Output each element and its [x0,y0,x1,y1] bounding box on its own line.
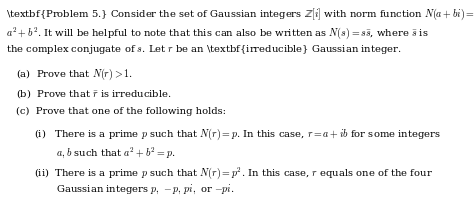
Text: the complex conjugate of $s$. Let $r$ be an \textbf{irreducible} Gaussian intege: the complex conjugate of $s$. Let $r$ be… [6,43,402,56]
Text: (b)  Prove that $\bar{r}$ is irreducible.: (b) Prove that $\bar{r}$ is irreducible. [16,87,172,100]
Text: (i)   There is a prime $p$ such that $N(r)=p$. In this case, $r = a+ib$ for some: (i) There is a prime $p$ such that $N(r)… [34,127,441,142]
Text: $a,b$ such that $a^2+b^2=p$.: $a,b$ such that $a^2+b^2=p$. [34,145,176,160]
Text: (c)  Prove that one of the following holds:: (c) Prove that one of the following hold… [16,107,226,116]
Text: (ii)  There is a prime $p$ such that $N(r)=p^2$. In this case, $r$ equals one of: (ii) There is a prime $p$ such that $N(r… [34,165,433,181]
Text: Gaussian integers $p,\,-p,\,pi,$ or $-pi$.: Gaussian integers $p,\,-p,\,pi,$ or $-pi… [34,183,235,196]
Text: $a^2+b^2$. It will be helpful to note that this can also be written as $N(s) = s: $a^2+b^2$. It will be helpful to note th… [6,25,429,41]
Text: \textbf{Problem 5.} Consider the set of Gaussian integers $\mathbb{Z}[i]$ with n: \textbf{Problem 5.} Consider the set of … [6,7,474,22]
Text: (a)  Prove that $N(r)>1$.: (a) Prove that $N(r)>1$. [16,67,133,82]
